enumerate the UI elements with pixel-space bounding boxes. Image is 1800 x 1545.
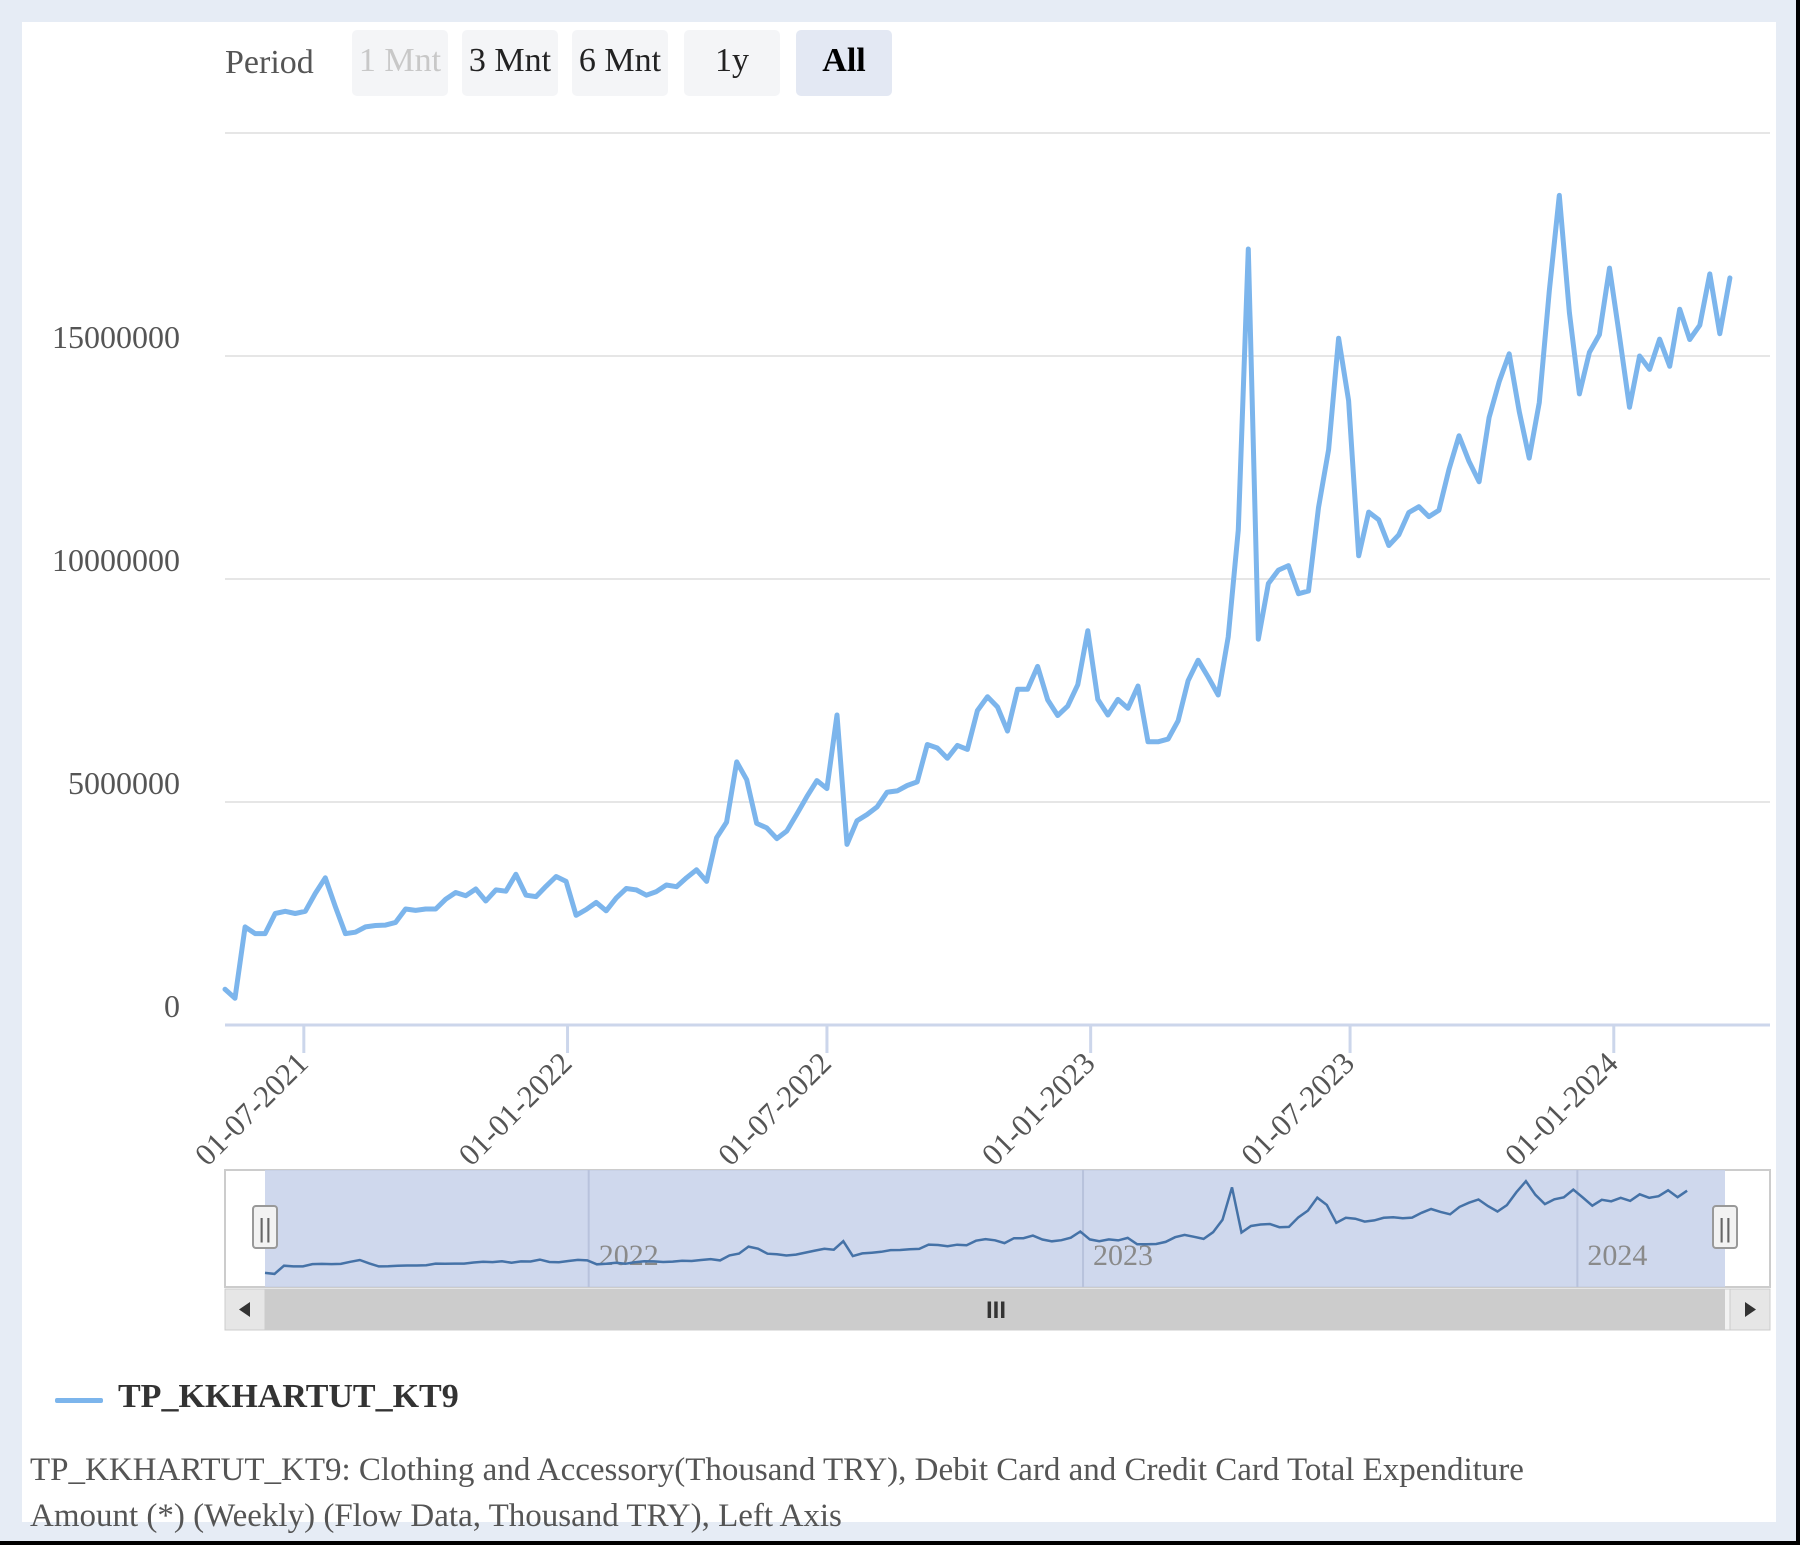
range-button-6m[interactable]: 6 Mnt	[572, 30, 668, 96]
navigator-handle-left[interactable]: ||	[252, 1205, 278, 1249]
scrollbar-thumb[interactable]	[265, 1289, 1725, 1330]
navigator[interactable]: 2022 2023 2024 || ||	[224, 1169, 1771, 1288]
range-selector-label: Period	[225, 44, 314, 81]
y-axis-labels: 0 5000000 10000000 15000000	[52, 319, 180, 1024]
series-description: TP_KKHARTUT_KT9: Clothing and Accessory(…	[30, 1452, 1524, 1534]
legend-swatch	[55, 1398, 103, 1403]
arrow-right-icon	[1745, 1302, 1756, 1317]
frame-border-right	[1796, 0, 1800, 1545]
grid-lines	[225, 132, 1770, 803]
navigator-handle-right-grip: ||	[1718, 1213, 1732, 1243]
range-button-1m[interactable]: 1 Mnt	[352, 30, 448, 96]
frame-border-bottom	[0, 1541, 1800, 1545]
range-button-1y[interactable]: 1y	[684, 30, 780, 96]
series-line-TP_KKHARTUT_KT9[interactable]	[222, 192, 1733, 1001]
navigator-selected-range[interactable]	[265, 1170, 1725, 1287]
arrow-left-icon	[239, 1302, 250, 1317]
navigator-grid	[587, 1170, 1579, 1287]
y-tick-label: 5000000	[68, 765, 180, 801]
navigator-tick-label: 2024	[1587, 1239, 1647, 1272]
scrollbar-right-button[interactable]	[1729, 1288, 1771, 1331]
range-button-all[interactable]: All	[796, 30, 892, 96]
navigator-labels: 2022 2023 2024	[599, 1239, 1648, 1272]
navigator-handle-left-grip: ||	[258, 1213, 272, 1243]
legend-item-label[interactable]: TP_KKHARTUT_KT9	[118, 1378, 459, 1415]
x-tick-label: 01-01-2024	[1498, 1045, 1625, 1172]
navigator-handle-right[interactable]: ||	[1712, 1205, 1738, 1249]
scrollbar-left-button[interactable]	[224, 1288, 266, 1331]
x-tick-label: 01-07-2021	[188, 1045, 315, 1172]
navigator-series-line	[264, 1179, 1688, 1276]
x-tick-label: 01-07-2022	[711, 1045, 838, 1172]
y-tick-label: 10000000	[52, 542, 180, 578]
navigator-tick-label: 2022	[599, 1239, 659, 1272]
x-axis-ticks: 01-07-2021 01-01-2022 01-07-2022 01-01-2023…	[188, 1025, 1625, 1172]
range-button-3m[interactable]: 3 Mnt	[462, 30, 558, 96]
x-tick-label: 01-01-2023	[975, 1045, 1102, 1172]
scrollbar-grip: III	[986, 1297, 1006, 1324]
x-tick-label: 01-07-2023	[1234, 1045, 1361, 1172]
x-tick-label: 01-01-2022	[451, 1045, 578, 1172]
y-tick-label: 0	[164, 988, 180, 1024]
y-tick-label: 15000000	[52, 319, 180, 355]
scrollbar[interactable]: III	[224, 1288, 1771, 1331]
